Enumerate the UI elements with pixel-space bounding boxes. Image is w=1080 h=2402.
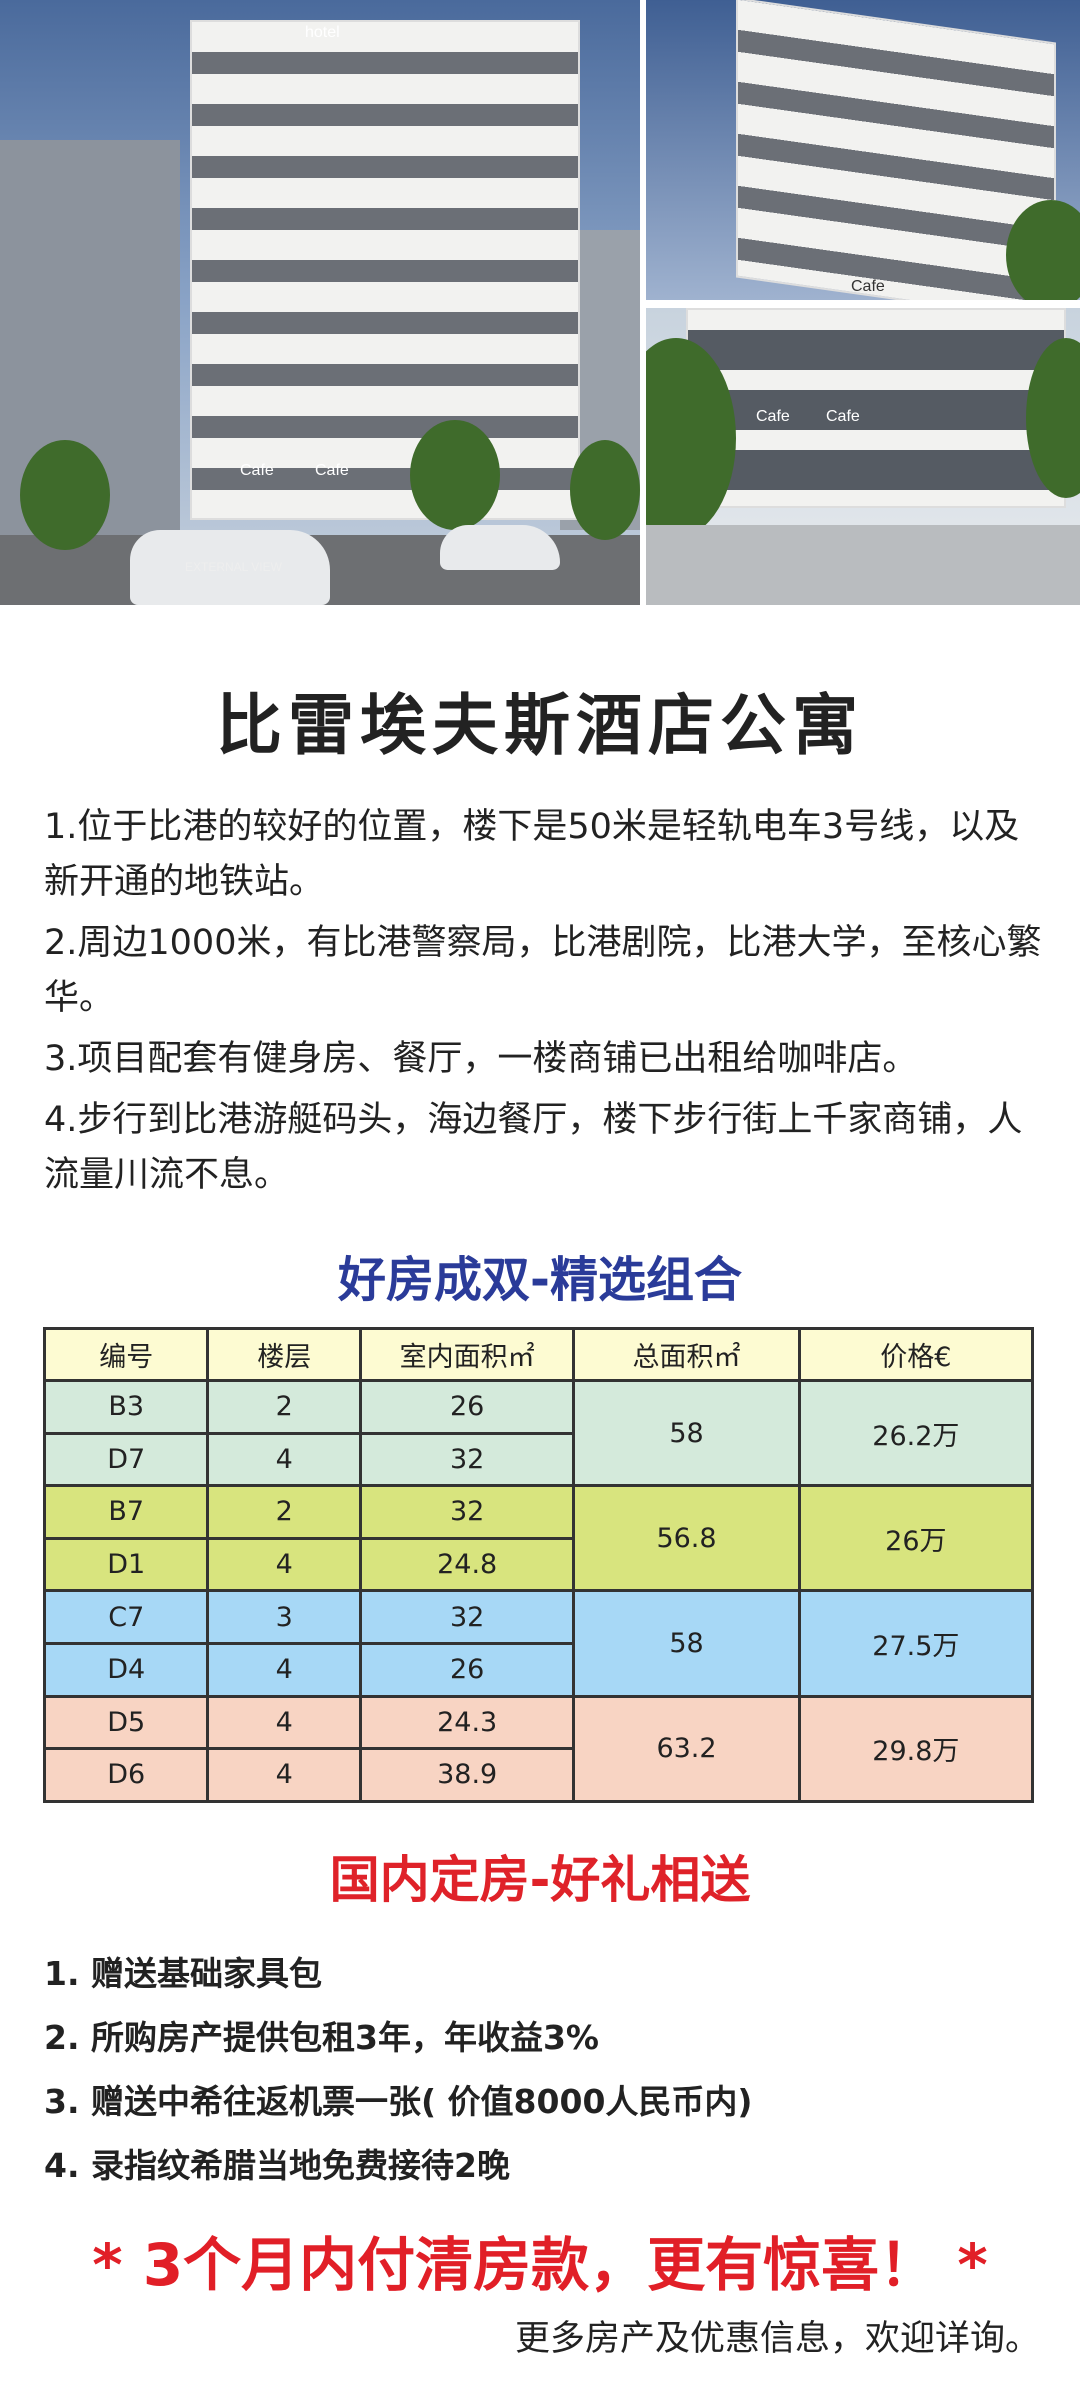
intro-list: 1.位于比港的较好的位置，楼下是50米是轻轨电车3号线，以及新开通的地铁站。 2… <box>44 800 1044 1209</box>
header-floor: 楼层 <box>206 1327 362 1382</box>
combo-heading: 好房成双-精选组合 <box>338 1252 742 1308</box>
units-table: 编号 楼层 室内面积㎡ 总面积㎡ 价格€ B3 2 26 58 26.2万 D7 4 32 B7… <box>42 1327 1035 1803</box>
intro-item: 4.步行到比港游艇码头，海边餐厅，楼下步行街上千家商铺，人流量川流不息。 <box>44 1100 1023 1195</box>
table-row: D5 4 24.3 63.2 29.8万 <box>42 1694 1035 1803</box>
cafe-sign: Cafe <box>756 408 790 425</box>
cell-floor: 4 <box>206 1431 362 1488</box>
cell-floor: 2 <box>206 1379 362 1435</box>
table-row: B3 2 26 58 26.2万 <box>42 1378 1035 1488</box>
cell-indoor-area: 32 <box>358 1484 576 1540</box>
cell-unit: D1 <box>42 1536 210 1593</box>
table-row: C7 3 32 58 27.5万 <box>42 1589 1035 1698</box>
header-price: 价格€ <box>797 1327 1035 1382</box>
cell-price: 26万 <box>797 1484 1035 1593</box>
cell-floor: 4 <box>206 1641 362 1698</box>
cell-unit: C7 <box>42 1589 210 1645</box>
cafe-terrace-photo: Cafe Cafe <box>646 308 1080 605</box>
cell-indoor-area: 32 <box>358 1589 576 1645</box>
promo-slogan: * 3个月内付清房款，更有惊喜！ * <box>92 2231 988 2299</box>
table-row: B7 2 32 56.8 26万 <box>42 1484 1035 1593</box>
gift-item: 4. 录指纹希腊当地免费接待2晚 <box>44 2146 510 2185</box>
cell-indoor-area: 26 <box>358 1641 576 1698</box>
cafe-sign: Cafe <box>851 278 885 295</box>
cell-total-area: 63.2 <box>572 1694 801 1803</box>
cell-total-area: 58 <box>572 1378 801 1488</box>
cell-indoor-area: 24.8 <box>358 1536 576 1593</box>
intro-item: 2.周边1000米，有比港警察局，比港剧院，比港大学，至核心繁华。 <box>44 923 1042 1018</box>
cell-price: 26.2万 <box>797 1378 1035 1488</box>
cell-unit: D5 <box>42 1694 210 1751</box>
cell-indoor-area: 32 <box>358 1431 576 1488</box>
cell-indoor-area: 38.9 <box>358 1747 576 1803</box>
gift-item: 2. 所购房产提供包租3年，年收益3% <box>44 2018 599 2057</box>
cell-total-area: 58 <box>572 1589 801 1698</box>
cell-unit: B7 <box>42 1484 210 1540</box>
page-title: 比雷埃夫斯酒店公寓 <box>216 687 864 764</box>
gift-item: 1. 赠送基础家具包 <box>44 1954 322 1993</box>
header-total-area: 总面积㎡ <box>572 1327 801 1382</box>
cell-floor: 2 <box>206 1484 362 1540</box>
cell-unit: D7 <box>42 1431 210 1488</box>
cell-price: 29.8万 <box>797 1694 1035 1803</box>
gift-list: 1. 赠送基础家具包 2. 所购房产提供包租3年，年收益3% 3. 赠送中希往返… <box>44 1942 753 2198</box>
hotel-exterior-photo: hotel Cafe Cafe EXTERNAL VIEW <box>0 0 640 605</box>
intro-item: 3.项目配套有健身房、餐厅，一楼商铺已出租给咖啡店。 <box>44 1039 918 1079</box>
render-watermark: EXTERNAL VIEW <box>185 560 282 574</box>
hotel-sign: hotel <box>305 24 340 41</box>
cell-unit: B3 <box>42 1379 210 1435</box>
header-indoor-area: 室内面积㎡ <box>358 1327 576 1382</box>
cell-indoor-area: 26 <box>358 1379 576 1435</box>
contact-footer: 更多房产及优惠信息，欢迎详询。 <box>514 2319 1040 2359</box>
cell-floor: 3 <box>206 1589 362 1645</box>
cell-unit: D6 <box>42 1747 210 1803</box>
cell-total-area: 56.8 <box>572 1484 801 1593</box>
cafe-sign: Cafe <box>826 408 860 425</box>
cell-floor: 4 <box>206 1694 362 1751</box>
hotel-side-photo: Cafe <box>646 0 1080 300</box>
cell-floor: 4 <box>206 1747 362 1803</box>
cafe-sign: Cafe <box>315 462 349 479</box>
cell-indoor-area: 24.3 <box>358 1694 576 1751</box>
gift-heading: 国内定房-好礼相送 <box>329 1851 751 1909</box>
table-header-row: 编号 楼层 室内面积㎡ 总面积㎡ 价格€ <box>42 1327 1035 1382</box>
cell-price: 27.5万 <box>797 1589 1035 1698</box>
cafe-sign: Cafe <box>240 462 274 479</box>
intro-item: 1.位于比港的较好的位置，楼下是50米是轻轨电车3号线，以及新开通的地铁站。 <box>44 807 1020 902</box>
cell-floor: 4 <box>206 1536 362 1593</box>
header-unit: 编号 <box>42 1327 210 1382</box>
cell-unit: D4 <box>42 1641 210 1698</box>
gift-item: 3. 赠送中希往返机票一张( 价值8000人民币内) <box>44 2082 753 2121</box>
